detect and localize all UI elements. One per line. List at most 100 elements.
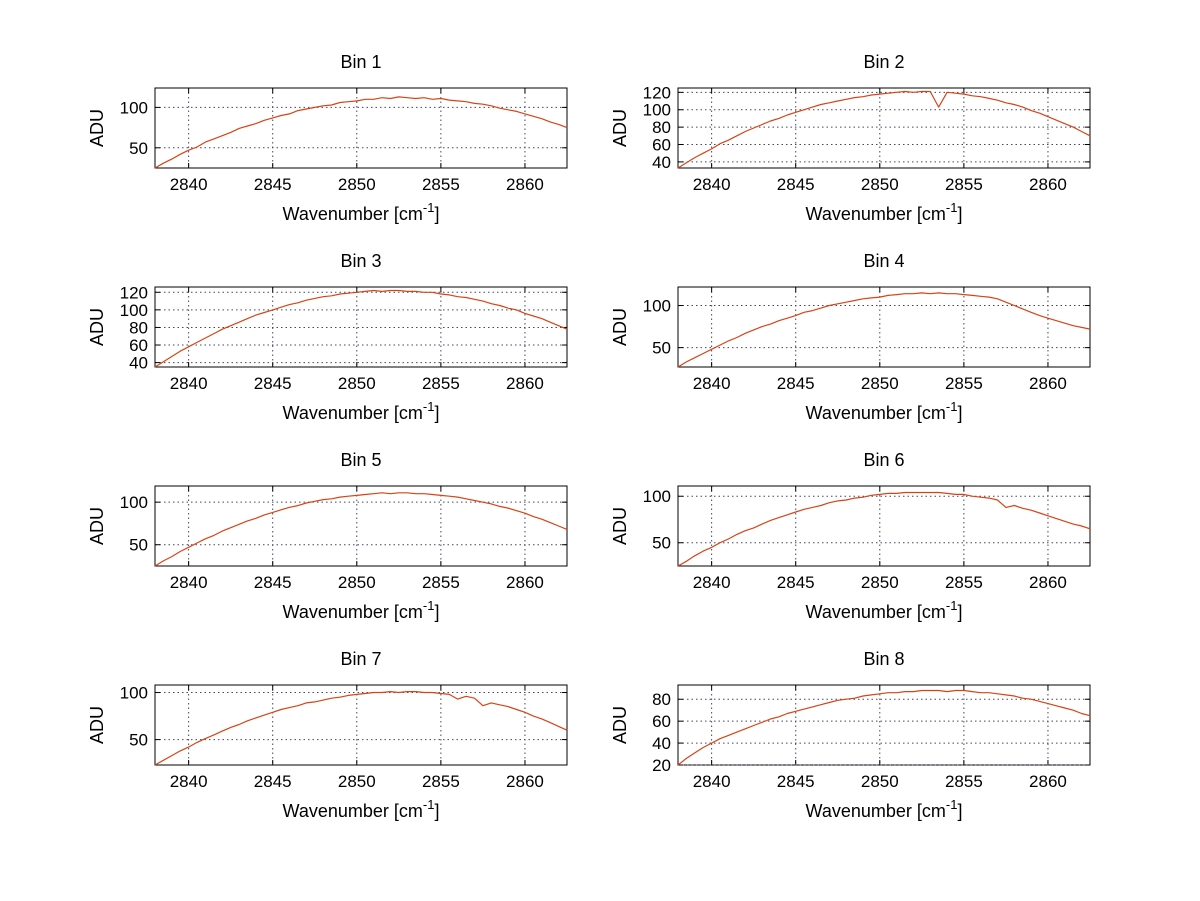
axis-box xyxy=(677,286,1091,368)
x-axis-label: Wavenumber [cm-1] xyxy=(806,200,963,224)
x-tick-label: 2850 xyxy=(338,374,376,393)
plot-canvas: 2840 2845 2850 2855 2860 50 100 Bin 4 ADU Wavenum… xyxy=(610,251,1091,423)
x-tick-label: 2855 xyxy=(945,374,983,393)
plot-canvas: 2840 2845 2850 2855 2860 50 100 Bin 7 ADU Wavenum… xyxy=(87,649,568,821)
y-tick-label: 80 xyxy=(129,318,148,337)
y-tick-label: 100 xyxy=(643,297,671,316)
y-axis-label: ADU xyxy=(87,507,107,545)
x-tick-label: 2845 xyxy=(254,573,292,592)
y-axis-label: ADU xyxy=(87,706,107,744)
x-tick-label: 2845 xyxy=(254,772,292,791)
x-axis-label: Wavenumber [cm-1] xyxy=(806,598,963,622)
y-axis-label: ADU xyxy=(610,109,630,147)
y-tick-label: 60 xyxy=(129,336,148,355)
x-tick-label: 2855 xyxy=(422,772,460,791)
x-tick-label: 2840 xyxy=(170,573,208,592)
y-axis-label: ADU xyxy=(610,706,630,744)
x-tick-label: 2840 xyxy=(693,374,731,393)
y-axis-label: ADU xyxy=(87,308,107,346)
x-tick-label: 2855 xyxy=(422,175,460,194)
x-tick-label: 2855 xyxy=(945,772,983,791)
subplot-bin-6: 2840 2845 2850 2855 2860 50 100 Bin 6 ADU Wavenum… xyxy=(600,438,1200,637)
y-tick-label: 50 xyxy=(652,339,671,358)
x-tick-label: 2845 xyxy=(777,175,815,194)
y-tick-label: 50 xyxy=(129,536,148,555)
x-tick-label: 2845 xyxy=(777,573,815,592)
data-line xyxy=(154,96,568,169)
x-axis-label: Wavenumber [cm-1] xyxy=(806,399,963,423)
axis-box xyxy=(154,684,568,766)
y-tick-label: 100 xyxy=(120,493,148,512)
plot-title: Bin 2 xyxy=(863,52,904,72)
x-axis-label: Wavenumber [cm-1] xyxy=(283,200,440,224)
plot-canvas: 2840 2845 2850 2855 2860 50 100 Bin 5 ADU Wavenum… xyxy=(87,450,568,622)
axis-box xyxy=(154,485,568,567)
plot-canvas: 2840 2845 2850 2855 2860 50 100 Bin 6 ADU Wavenum… xyxy=(610,450,1091,622)
x-tick-label: 2850 xyxy=(861,772,899,791)
subplot-bin-3: 2840 2845 2850 2855 2860 40 60 80 100 120 Bin 3 ADU… xyxy=(0,239,600,438)
subplot-bin-4: 2840 2845 2850 2855 2860 50 100 Bin 4 ADU Wavenum… xyxy=(600,239,1200,438)
x-tick-label: 2860 xyxy=(1029,374,1067,393)
data-line xyxy=(677,292,1091,368)
y-tick-label: 100 xyxy=(643,487,671,506)
subplot-bin-7: 2840 2845 2850 2855 2860 50 100 Bin 7 ADU Wavenum… xyxy=(0,637,600,836)
y-tick-label: 80 xyxy=(652,118,671,137)
y-tick-label: 100 xyxy=(120,301,148,320)
y-tick-label: 120 xyxy=(120,283,148,302)
data-line xyxy=(154,690,568,766)
subplot-bin-5: 2840 2845 2850 2855 2860 50 100 Bin 5 ADU Wavenum… xyxy=(0,438,600,637)
x-tick-label: 2850 xyxy=(861,374,899,393)
x-tick-label: 2845 xyxy=(254,374,292,393)
y-tick-label: 120 xyxy=(643,83,671,102)
x-tick-label: 2860 xyxy=(506,374,544,393)
y-tick-label: 100 xyxy=(643,101,671,120)
x-tick-label: 2860 xyxy=(506,573,544,592)
plot-canvas: 2840 2845 2850 2855 2860 50 100 Bin 1 ADU Wavenum… xyxy=(87,52,568,224)
x-tick-label: 2860 xyxy=(506,772,544,791)
axis-box xyxy=(154,286,568,368)
axis-box xyxy=(677,485,1091,567)
x-tick-label: 2840 xyxy=(170,374,208,393)
data-line xyxy=(154,492,568,567)
subplot-bin-1: 2840 2845 2850 2855 2860 50 100 Bin 1 ADU Wavenum… xyxy=(0,40,600,239)
x-tick-label: 2840 xyxy=(693,175,731,194)
axis-box xyxy=(154,87,568,169)
x-axis-label: Wavenumber [cm-1] xyxy=(283,598,440,622)
x-axis-label: Wavenumber [cm-1] xyxy=(283,399,440,423)
y-tick-label: 60 xyxy=(652,712,671,731)
x-tick-label: 2855 xyxy=(945,573,983,592)
y-tick-label: 40 xyxy=(129,354,148,373)
y-axis-label: ADU xyxy=(610,308,630,346)
plot-canvas: 2840 2845 2850 2855 2860 20 40 60 80 Bin 8 ADU Wave… xyxy=(610,649,1091,821)
subplot-bin-2: 2840 2845 2850 2855 2860 40 60 80 100 120 Bin 2 ADU… xyxy=(600,40,1200,239)
x-tick-label: 2860 xyxy=(1029,175,1067,194)
x-tick-label: 2855 xyxy=(422,573,460,592)
plot-title: Bin 4 xyxy=(863,251,904,271)
y-tick-label: 50 xyxy=(129,139,148,158)
y-tick-label: 40 xyxy=(652,734,671,753)
x-tick-label: 2850 xyxy=(338,573,376,592)
x-tick-label: 2845 xyxy=(777,374,815,393)
plot-title: Bin 3 xyxy=(340,251,381,271)
x-tick-label: 2845 xyxy=(254,175,292,194)
y-axis-label: ADU xyxy=(610,507,630,545)
plot-title: Bin 5 xyxy=(340,450,381,470)
x-tick-label: 2840 xyxy=(170,175,208,194)
x-tick-label: 2850 xyxy=(861,573,899,592)
y-tick-label: 100 xyxy=(120,684,148,703)
x-axis-label: Wavenumber [cm-1] xyxy=(806,797,963,821)
subplot-bin-8: 2840 2845 2850 2855 2860 20 40 60 80 Bin 8 ADU Wave… xyxy=(600,637,1200,836)
plot-title: Bin 1 xyxy=(340,52,381,72)
plot-title: Bin 8 xyxy=(863,649,904,669)
x-tick-label: 2845 xyxy=(777,772,815,791)
axis-box xyxy=(677,87,1091,169)
x-tick-label: 2860 xyxy=(506,175,544,194)
plot-title: Bin 6 xyxy=(863,450,904,470)
data-line xyxy=(677,491,1091,567)
y-tick-label: 100 xyxy=(120,98,148,117)
x-tick-label: 2850 xyxy=(338,175,376,194)
y-tick-label: 50 xyxy=(129,731,148,750)
